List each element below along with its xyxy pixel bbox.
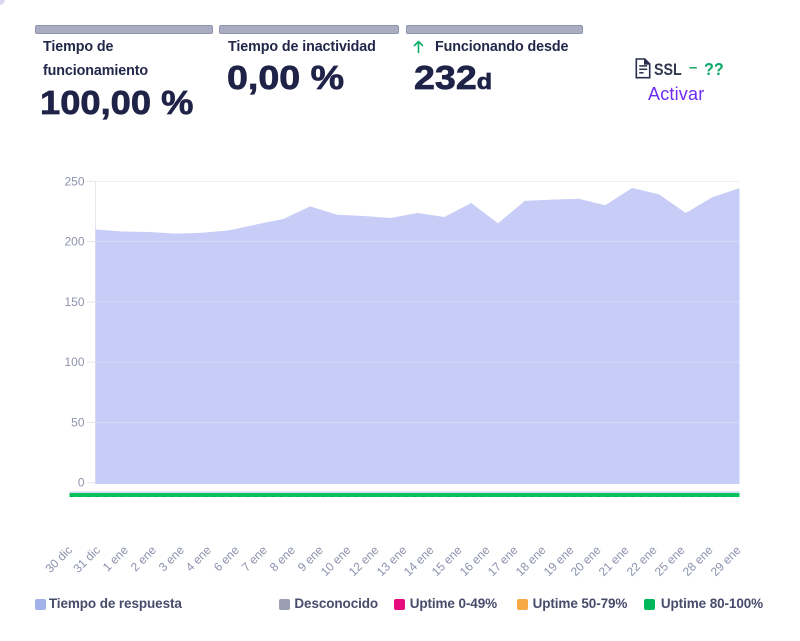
svg-text:100: 100 (64, 355, 84, 369)
svg-text:0: 0 (78, 476, 85, 490)
svg-text:150: 150 (64, 295, 84, 309)
svg-text:50: 50 (71, 415, 85, 429)
svg-text:250: 250 (64, 174, 84, 188)
svg-text:200: 200 (64, 235, 84, 249)
